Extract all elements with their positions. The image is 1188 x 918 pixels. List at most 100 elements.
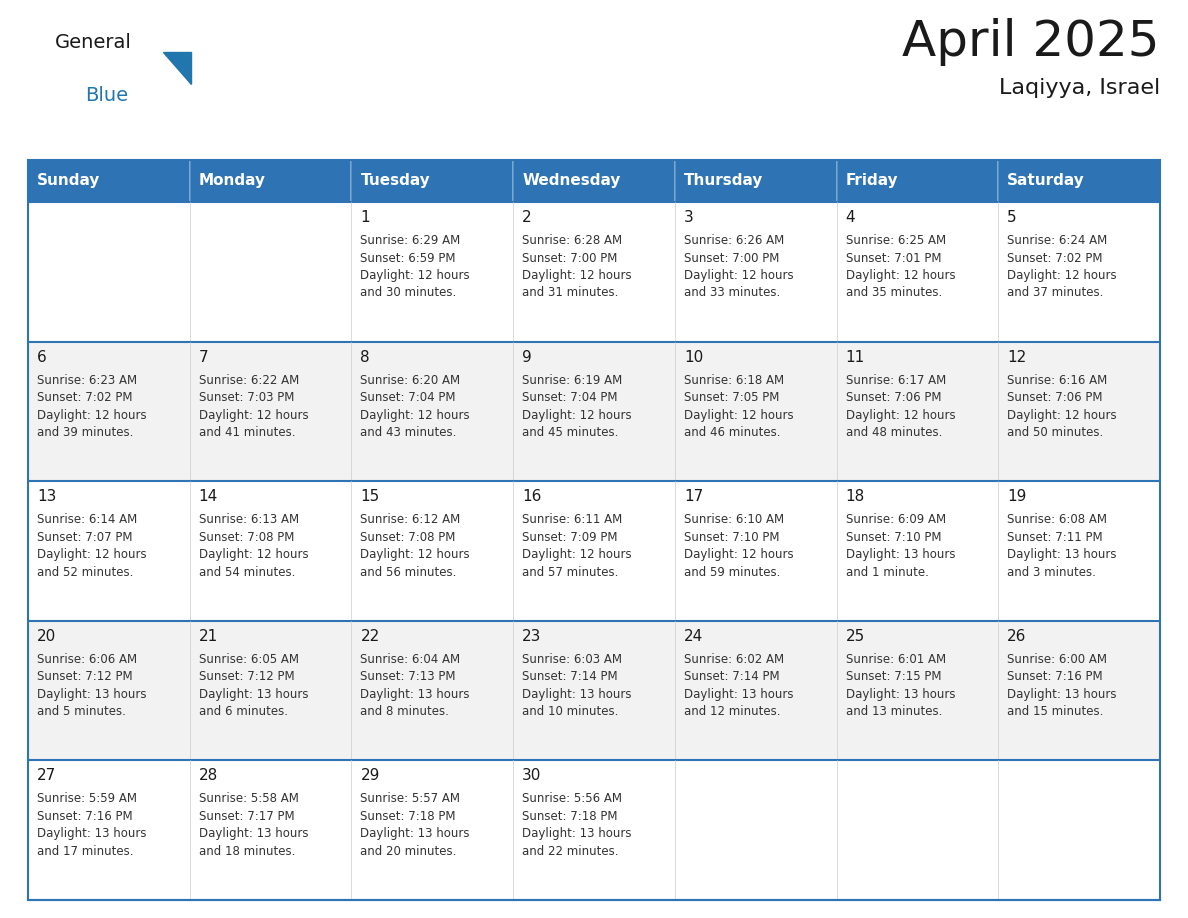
Text: 27: 27: [37, 768, 56, 783]
Text: 9: 9: [523, 350, 532, 364]
Bar: [190, 481, 352, 621]
Text: 7: 7: [198, 350, 208, 364]
Text: 2: 2: [523, 210, 532, 225]
Text: Sunrise: 6:05 AM
Sunset: 7:12 PM
Daylight: 13 hours
and 6 minutes.: Sunrise: 6:05 AM Sunset: 7:12 PM Dayligh…: [198, 653, 308, 718]
Text: Sunrise: 6:06 AM
Sunset: 7:12 PM
Daylight: 13 hours
and 5 minutes.: Sunrise: 6:06 AM Sunset: 7:12 PM Dayligh…: [37, 653, 146, 718]
Bar: [998, 341, 1159, 481]
Text: Sunrise: 6:04 AM
Sunset: 7:13 PM
Daylight: 13 hours
and 8 minutes.: Sunrise: 6:04 AM Sunset: 7:13 PM Dayligh…: [360, 653, 470, 718]
Text: 15: 15: [360, 489, 380, 504]
Text: 12: 12: [1007, 350, 1026, 364]
Text: Sunrise: 6:16 AM
Sunset: 7:06 PM
Daylight: 12 hours
and 50 minutes.: Sunrise: 6:16 AM Sunset: 7:06 PM Dayligh…: [1007, 374, 1117, 439]
Text: 10: 10: [684, 350, 703, 364]
Text: Sunrise: 6:28 AM
Sunset: 7:00 PM
Daylight: 12 hours
and 31 minutes.: Sunrise: 6:28 AM Sunset: 7:00 PM Dayligh…: [523, 234, 632, 299]
Text: Friday: Friday: [846, 174, 898, 188]
Text: 23: 23: [523, 629, 542, 644]
Text: Sunrise: 6:24 AM
Sunset: 7:02 PM
Daylight: 12 hours
and 37 minutes.: Sunrise: 6:24 AM Sunset: 7:02 PM Dayligh…: [1007, 234, 1117, 299]
Text: Sunrise: 6:03 AM
Sunset: 7:14 PM
Daylight: 13 hours
and 10 minutes.: Sunrise: 6:03 AM Sunset: 7:14 PM Dayligh…: [523, 653, 632, 718]
Text: Sunrise: 6:29 AM
Sunset: 6:59 PM
Daylight: 12 hours
and 30 minutes.: Sunrise: 6:29 AM Sunset: 6:59 PM Dayligh…: [360, 234, 470, 299]
Text: 26: 26: [1007, 629, 1026, 644]
Bar: [513, 621, 675, 760]
Bar: [675, 481, 836, 621]
Bar: [352, 760, 513, 900]
Bar: [998, 160, 1159, 202]
Bar: [998, 621, 1159, 760]
Bar: [352, 481, 513, 621]
Text: Sunrise: 6:20 AM
Sunset: 7:04 PM
Daylight: 12 hours
and 43 minutes.: Sunrise: 6:20 AM Sunset: 7:04 PM Dayligh…: [360, 374, 470, 439]
Text: Sunrise: 6:17 AM
Sunset: 7:06 PM
Daylight: 12 hours
and 48 minutes.: Sunrise: 6:17 AM Sunset: 7:06 PM Dayligh…: [846, 374, 955, 439]
Bar: [29, 160, 1159, 900]
Text: 16: 16: [523, 489, 542, 504]
Text: 8: 8: [360, 350, 369, 364]
Text: 19: 19: [1007, 489, 1026, 504]
Bar: [190, 760, 352, 900]
Text: Thursday: Thursday: [684, 174, 763, 188]
Text: Sunrise: 6:25 AM
Sunset: 7:01 PM
Daylight: 12 hours
and 35 minutes.: Sunrise: 6:25 AM Sunset: 7:01 PM Dayligh…: [846, 234, 955, 299]
Text: 20: 20: [37, 629, 56, 644]
Text: 25: 25: [846, 629, 865, 644]
Text: Sunrise: 6:19 AM
Sunset: 7:04 PM
Daylight: 12 hours
and 45 minutes.: Sunrise: 6:19 AM Sunset: 7:04 PM Dayligh…: [523, 374, 632, 439]
Text: 24: 24: [684, 629, 703, 644]
Text: Sunrise: 6:14 AM
Sunset: 7:07 PM
Daylight: 12 hours
and 52 minutes.: Sunrise: 6:14 AM Sunset: 7:07 PM Dayligh…: [37, 513, 146, 578]
Bar: [29, 621, 190, 760]
Text: 21: 21: [198, 629, 217, 644]
Bar: [675, 160, 836, 202]
Bar: [352, 621, 513, 760]
Text: General: General: [55, 33, 132, 52]
Bar: [190, 160, 352, 202]
Bar: [513, 481, 675, 621]
Text: Sunrise: 6:12 AM
Sunset: 7:08 PM
Daylight: 12 hours
and 56 minutes.: Sunrise: 6:12 AM Sunset: 7:08 PM Dayligh…: [360, 513, 470, 578]
Bar: [998, 481, 1159, 621]
Text: Blue: Blue: [86, 86, 128, 105]
Text: Wednesday: Wednesday: [523, 174, 620, 188]
Bar: [836, 481, 998, 621]
Text: Sunrise: 6:10 AM
Sunset: 7:10 PM
Daylight: 12 hours
and 59 minutes.: Sunrise: 6:10 AM Sunset: 7:10 PM Dayligh…: [684, 513, 794, 578]
Bar: [352, 202, 513, 341]
Bar: [29, 160, 190, 202]
Bar: [513, 160, 675, 202]
Text: Sunrise: 5:58 AM
Sunset: 7:17 PM
Daylight: 13 hours
and 18 minutes.: Sunrise: 5:58 AM Sunset: 7:17 PM Dayligh…: [198, 792, 308, 858]
Bar: [190, 202, 352, 341]
Bar: [836, 202, 998, 341]
Text: Sunrise: 5:56 AM
Sunset: 7:18 PM
Daylight: 13 hours
and 22 minutes.: Sunrise: 5:56 AM Sunset: 7:18 PM Dayligh…: [523, 792, 632, 858]
Text: Sunrise: 6:13 AM
Sunset: 7:08 PM
Daylight: 12 hours
and 54 minutes.: Sunrise: 6:13 AM Sunset: 7:08 PM Dayligh…: [198, 513, 309, 578]
Bar: [836, 341, 998, 481]
Text: 14: 14: [198, 489, 217, 504]
Text: Sunrise: 6:01 AM
Sunset: 7:15 PM
Daylight: 13 hours
and 13 minutes.: Sunrise: 6:01 AM Sunset: 7:15 PM Dayligh…: [846, 653, 955, 718]
Bar: [675, 621, 836, 760]
Bar: [352, 341, 513, 481]
Text: 5: 5: [1007, 210, 1017, 225]
Bar: [513, 760, 675, 900]
Bar: [190, 621, 352, 760]
Bar: [675, 760, 836, 900]
Text: 6: 6: [37, 350, 46, 364]
Bar: [190, 341, 352, 481]
Text: Sunrise: 6:22 AM
Sunset: 7:03 PM
Daylight: 12 hours
and 41 minutes.: Sunrise: 6:22 AM Sunset: 7:03 PM Dayligh…: [198, 374, 309, 439]
Text: Sunday: Sunday: [37, 174, 100, 188]
Text: Sunrise: 6:09 AM
Sunset: 7:10 PM
Daylight: 13 hours
and 1 minute.: Sunrise: 6:09 AM Sunset: 7:10 PM Dayligh…: [846, 513, 955, 578]
Text: 4: 4: [846, 210, 855, 225]
Text: Sunrise: 6:11 AM
Sunset: 7:09 PM
Daylight: 12 hours
and 57 minutes.: Sunrise: 6:11 AM Sunset: 7:09 PM Dayligh…: [523, 513, 632, 578]
Text: Sunrise: 5:59 AM
Sunset: 7:16 PM
Daylight: 13 hours
and 17 minutes.: Sunrise: 5:59 AM Sunset: 7:16 PM Dayligh…: [37, 792, 146, 858]
Bar: [675, 202, 836, 341]
Bar: [29, 760, 190, 900]
Text: 18: 18: [846, 489, 865, 504]
Text: Monday: Monday: [198, 174, 266, 188]
Bar: [352, 160, 513, 202]
Text: 11: 11: [846, 350, 865, 364]
Text: 22: 22: [360, 629, 380, 644]
Bar: [675, 341, 836, 481]
Text: 30: 30: [523, 768, 542, 783]
Bar: [836, 760, 998, 900]
Bar: [29, 481, 190, 621]
Text: Laqiyya, Israel: Laqiyya, Israel: [999, 78, 1159, 98]
Bar: [836, 621, 998, 760]
Text: 17: 17: [684, 489, 703, 504]
Bar: [29, 341, 190, 481]
Bar: [836, 160, 998, 202]
Polygon shape: [163, 52, 191, 84]
Text: Saturday: Saturday: [1007, 174, 1085, 188]
Text: 1: 1: [360, 210, 369, 225]
Text: Sunrise: 6:08 AM
Sunset: 7:11 PM
Daylight: 13 hours
and 3 minutes.: Sunrise: 6:08 AM Sunset: 7:11 PM Dayligh…: [1007, 513, 1117, 578]
Text: 29: 29: [360, 768, 380, 783]
Text: Tuesday: Tuesday: [360, 174, 430, 188]
